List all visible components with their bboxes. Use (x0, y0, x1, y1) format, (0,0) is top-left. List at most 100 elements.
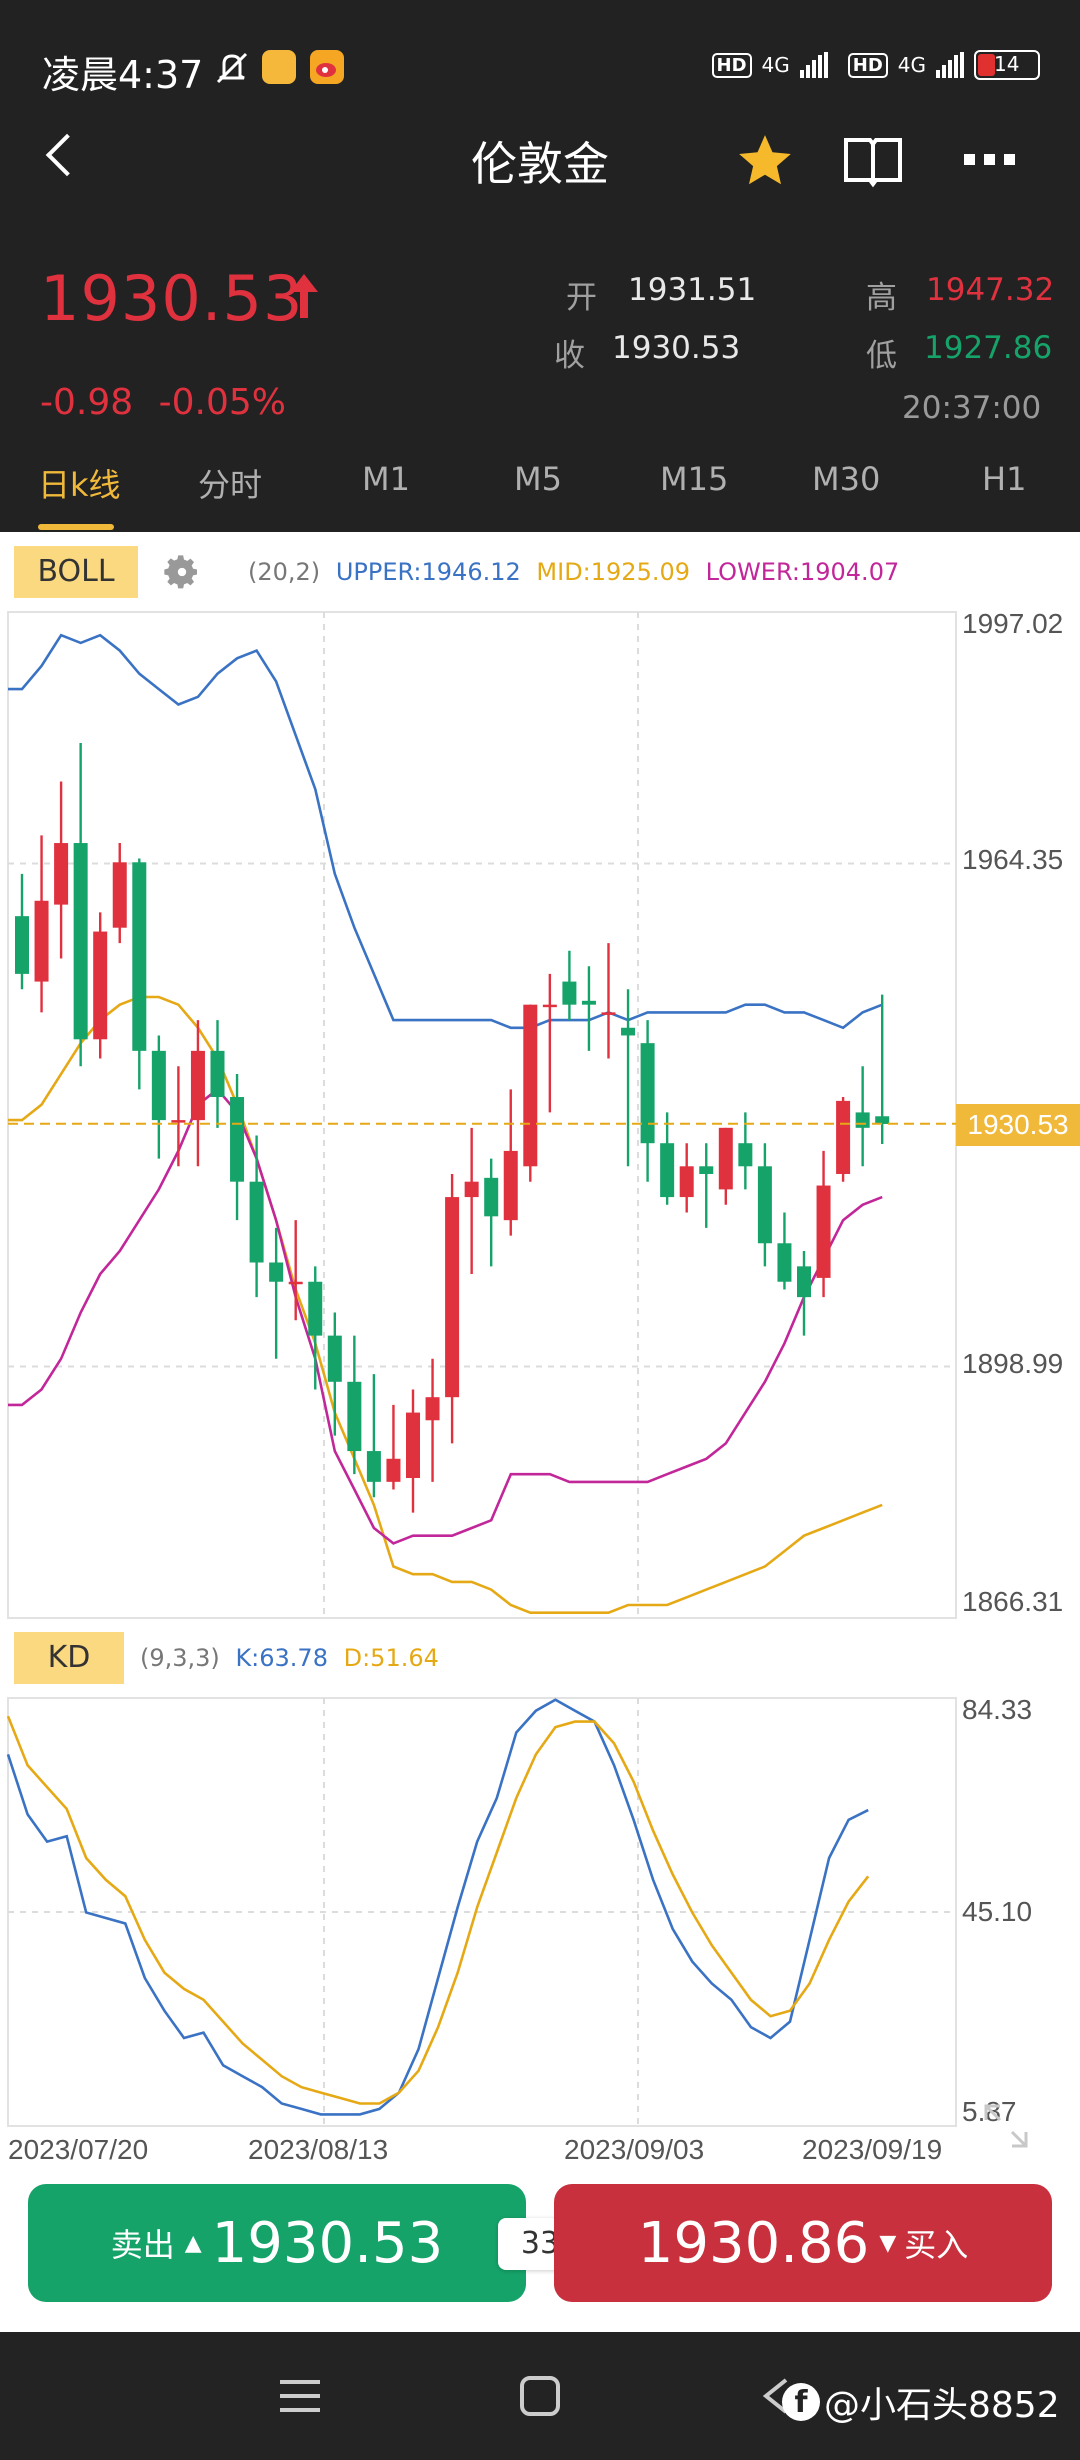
tab-m5[interactable]: M5 (514, 460, 562, 498)
tab-m15[interactable]: M15 (660, 460, 729, 498)
fullscreen-expand-icon[interactable] (980, 2100, 1032, 2156)
boll-lower-line (8, 1087, 883, 1545)
open-label: 开 (566, 280, 597, 316)
change-percent: -0.05% (158, 382, 286, 423)
kd-k-value: K:63.78 (235, 1644, 328, 1672)
period-tabs: 日k线 分时 M1 M5 M15 M30 H1 (0, 460, 1080, 532)
sell-price: 1930.53 (211, 2210, 444, 2276)
boll-axis-label-bottom: 1866.31 (962, 1586, 1064, 1617)
kd-indicator-chart[interactable] (0, 1690, 1080, 2140)
candle-body (718, 1127, 733, 1190)
candle-body (327, 1335, 342, 1382)
close-value: 1930.53 (612, 330, 741, 366)
home-nav-icon[interactable] (518, 2374, 562, 2422)
current-price: 1930.53 (40, 262, 304, 335)
buy-down-triangle-icon: ▼ (879, 2230, 897, 2256)
watermark: f @小石头8852 (782, 2376, 1060, 2428)
sell-up-triangle-icon: ▲ (184, 2230, 202, 2256)
candle-body (542, 1004, 557, 1008)
candle-body (171, 1120, 186, 1123)
candle-body (151, 1050, 166, 1121)
status-bar: 凌晨4:37 HD 4G HD 4G 14 (0, 0, 1080, 130)
boll-legend: (20,2) UPPER:1946.12 MID:1925.09 LOWER:1… (248, 558, 899, 586)
tab-timeshare[interactable]: 分时 (198, 466, 263, 504)
active-tab-indicator (38, 524, 114, 530)
boll-indicator-tag[interactable]: BOLL (14, 546, 138, 598)
candle-body (366, 1451, 381, 1482)
back-nav-icon[interactable] (760, 2376, 790, 2420)
candle-body (757, 1166, 772, 1244)
mute-icon (212, 48, 252, 92)
candle-body (601, 1012, 616, 1015)
sell-label: 卖出 (110, 2226, 175, 2264)
boll-axis-label-top: 1997.02 (962, 608, 1064, 639)
high-value: 1947.32 (926, 272, 1055, 308)
boll-params: (20,2) (248, 558, 321, 586)
high-label: 高 (866, 280, 897, 316)
change-value: -0.98 (40, 382, 134, 423)
boll-axis-label-3: 1898.99 (962, 1348, 1064, 1379)
candle-body (562, 981, 577, 1005)
kd-line-d (6, 1715, 870, 2105)
candle-body (777, 1243, 792, 1282)
tab-m30[interactable]: M30 (812, 460, 881, 498)
date-label-4: 2023/09/19 (802, 2134, 943, 2165)
candle-body (875, 1116, 890, 1124)
weibo-app-icon (310, 50, 344, 84)
buy-price: 1930.86 (637, 2210, 870, 2276)
sell-button[interactable]: 卖出 ▲ 1930.53 (28, 2184, 526, 2302)
kd-axis-label-bottom: 5.87 (962, 2096, 1017, 2127)
candle-body (73, 843, 88, 1040)
boll-plot-frame (7, 611, 957, 1619)
close-label: 收 (554, 338, 585, 374)
candle-body (210, 1050, 225, 1098)
boll-mid-value: MID:1925.09 (536, 558, 691, 586)
boll-mid-line (8, 995, 883, 1614)
candle-body (836, 1100, 851, 1174)
candle-body (816, 1185, 831, 1278)
candle-body (112, 862, 127, 928)
candle-body (797, 1266, 811, 1298)
buy-button[interactable]: 1930.86 ▼ 买入 (554, 2184, 1052, 2302)
message-app-icon (262, 50, 296, 84)
menu-nav-icon[interactable] (278, 2376, 322, 2420)
price-up-arrow-icon (286, 272, 322, 328)
candle-body (581, 1000, 596, 1005)
candle-body (699, 1166, 714, 1174)
low-label: 低 (866, 338, 897, 374)
current-price-tag: 1930.53 (956, 1104, 1080, 1146)
candle-body (445, 1197, 460, 1398)
tab-h1[interactable]: H1 (982, 460, 1027, 498)
candle-body (249, 1181, 264, 1263)
open-value: 1931.51 (628, 272, 757, 308)
candle-body (503, 1150, 518, 1221)
book-icon[interactable] (842, 132, 904, 192)
low-value: 1927.86 (924, 330, 1053, 366)
status-indicators: HD 4G HD 4G 14 (711, 50, 1040, 80)
boll-axis-label-2: 1964.35 (962, 844, 1064, 875)
hd-badge-2: HD (847, 52, 888, 78)
tab-daily-k[interactable]: 日k线 (38, 466, 121, 504)
candle-body (34, 900, 49, 982)
favorite-star-icon[interactable] (734, 130, 796, 196)
more-menu-icon[interactable] (962, 150, 1018, 174)
kd-axis-label-top: 84.33 (962, 1694, 1033, 1725)
kd-indicator-tag[interactable]: KD (14, 1632, 124, 1684)
price-change: -0.98 -0.05% (40, 382, 286, 423)
candle-body (288, 1281, 303, 1285)
candle-body (679, 1166, 694, 1198)
candle-body (855, 1112, 870, 1128)
kd-legend: (9,3,3) K:63.78 D:51.64 (140, 1644, 439, 1672)
candle-body (523, 1004, 538, 1167)
signal-icon-2 (936, 52, 964, 78)
candle-body (464, 1181, 479, 1198)
candle-body (190, 1050, 205, 1121)
boll-upper-line (8, 633, 883, 1030)
network-label-1: 4G (761, 53, 790, 77)
indicator-settings-gear-icon[interactable] (162, 552, 202, 596)
boll-candlestick-chart[interactable] (0, 600, 1080, 1640)
kd-d-value: D:51.64 (343, 1644, 439, 1672)
status-time: 凌晨4:37 (42, 53, 204, 97)
candle-body (132, 862, 147, 1051)
tab-m1[interactable]: M1 (362, 460, 410, 498)
